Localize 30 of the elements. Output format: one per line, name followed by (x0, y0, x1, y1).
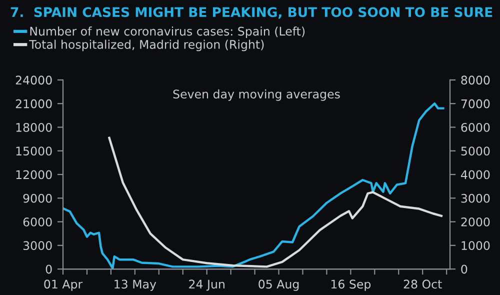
y2-tick-label: 0 (461, 264, 468, 274)
y2-tick-label: 1000 (462, 241, 490, 250)
y-tick-label: 9000 (23, 194, 52, 203)
legend-label: Total hospitalized, Madrid region (Right) (29, 40, 264, 52)
y2-tick-label: 5000 (461, 146, 490, 156)
y-tick-label: 15000 (16, 146, 52, 156)
line-series (108, 136, 443, 268)
y2-tick-label: 3000 (461, 194, 490, 203)
y2-tick-label: 4000 (460, 170, 490, 180)
y-tick-label: 24000 (16, 76, 52, 85)
legend-label: Number of new coronavirus cases: Spain (Left) (30, 26, 305, 38)
line-series (63, 102, 444, 270)
y-tick-label: 3000 (23, 241, 52, 250)
y-tick-label: 12000 (16, 170, 52, 180)
x-tick-label: 05 Aug (258, 280, 299, 291)
y-tick-label: 21000 (16, 99, 52, 108)
y2-tick-label: 6000 (461, 122, 490, 132)
y2-tick-label: 8000 (461, 76, 490, 85)
x-tick-label: 01 Apr (44, 280, 83, 291)
chart-title: 7. SPAIN CASES MIGHT BE PEAKING, BUT TOO SOON TO BE SURE (10, 7, 492, 19)
x-tick-label: 13 May (114, 280, 156, 291)
x-tick-label: 16 Sep (331, 280, 371, 291)
x-tick-label: 28 Oct (404, 280, 442, 289)
x-tick-label: 24 Jun (189, 280, 224, 291)
y2-tick-label: 7000 (461, 99, 490, 108)
y-tick-label: 6000 (23, 217, 52, 226)
annotation: Seven day moving averages (173, 89, 340, 101)
y2-tick-label: 2000 (461, 217, 490, 226)
y-tick-label: 18000 (16, 122, 52, 132)
y-tick-label: 0 (46, 264, 52, 274)
